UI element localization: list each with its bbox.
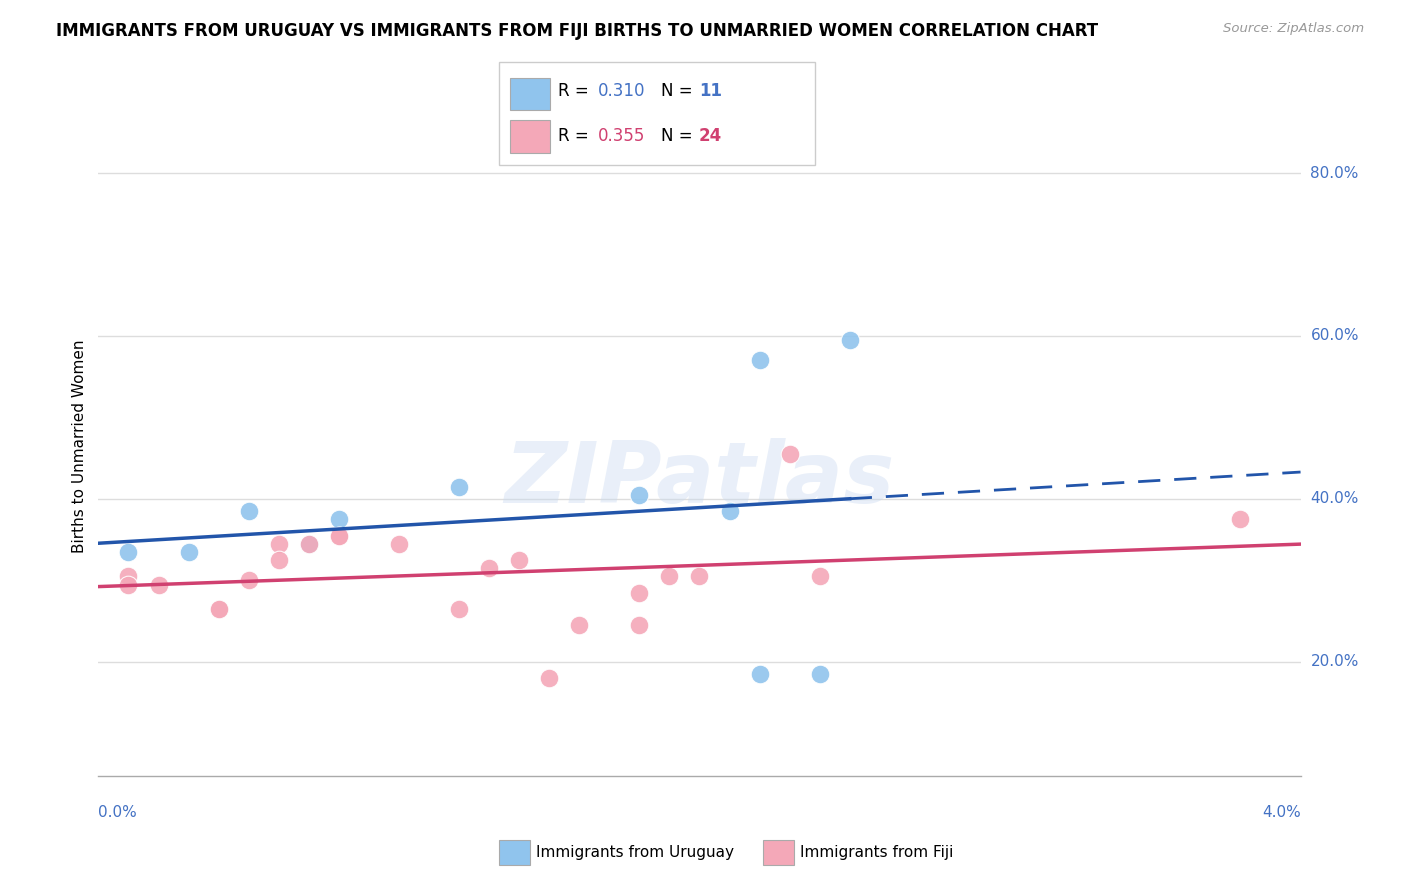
Point [388,537,411,551]
Text: 4.0%: 4.0% [1261,805,1301,820]
Text: 60.0%: 60.0% [1310,328,1358,343]
Point [538,671,561,685]
Text: R =: R = [558,127,595,145]
Text: R =: R = [558,82,595,100]
Point [238,574,260,588]
Point [748,353,770,368]
Point [328,528,350,542]
Text: 40.0%: 40.0% [1310,491,1358,507]
Point [779,447,801,461]
Point [328,512,350,526]
Text: ZIPatlas: ZIPatlas [505,437,894,521]
Point [718,504,741,518]
Text: 0.310: 0.310 [598,82,645,100]
Point [267,537,290,551]
Point [177,545,200,559]
Point [447,480,470,494]
Point [688,569,710,583]
Point [148,577,170,591]
Point [628,618,651,632]
Point [117,545,139,559]
Point [267,553,290,567]
Text: Immigrants from Uruguay: Immigrants from Uruguay [536,846,734,860]
Text: 80.0%: 80.0% [1310,166,1358,180]
Text: 24: 24 [699,127,723,145]
Point [208,602,231,616]
Y-axis label: Births to Unmarried Women: Births to Unmarried Women [72,339,87,553]
Point [628,488,651,502]
Point [238,504,260,518]
Text: IMMIGRANTS FROM URUGUAY VS IMMIGRANTS FROM FIJI BIRTHS TO UNMARRIED WOMEN CORREL: IMMIGRANTS FROM URUGUAY VS IMMIGRANTS FR… [56,22,1098,40]
Text: 0.355: 0.355 [598,127,645,145]
Text: N =: N = [661,82,697,100]
Point [508,553,530,567]
Point [628,585,651,599]
Point [298,537,321,551]
Text: 0.0%: 0.0% [98,805,138,820]
Point [808,569,831,583]
Point [838,333,860,347]
Point [748,667,770,681]
Text: N =: N = [661,127,697,145]
Text: Source: ZipAtlas.com: Source: ZipAtlas.com [1223,22,1364,36]
Point [117,577,139,591]
Point [1229,512,1251,526]
Point [208,602,231,616]
Text: 20.0%: 20.0% [1310,655,1358,670]
Text: 11: 11 [699,82,721,100]
Point [447,602,470,616]
Text: Immigrants from Fiji: Immigrants from Fiji [800,846,953,860]
Point [658,569,681,583]
Point [298,537,321,551]
Point [808,667,831,681]
Point [117,569,139,583]
Point [478,561,501,575]
Point [328,528,350,542]
Point [568,618,591,632]
